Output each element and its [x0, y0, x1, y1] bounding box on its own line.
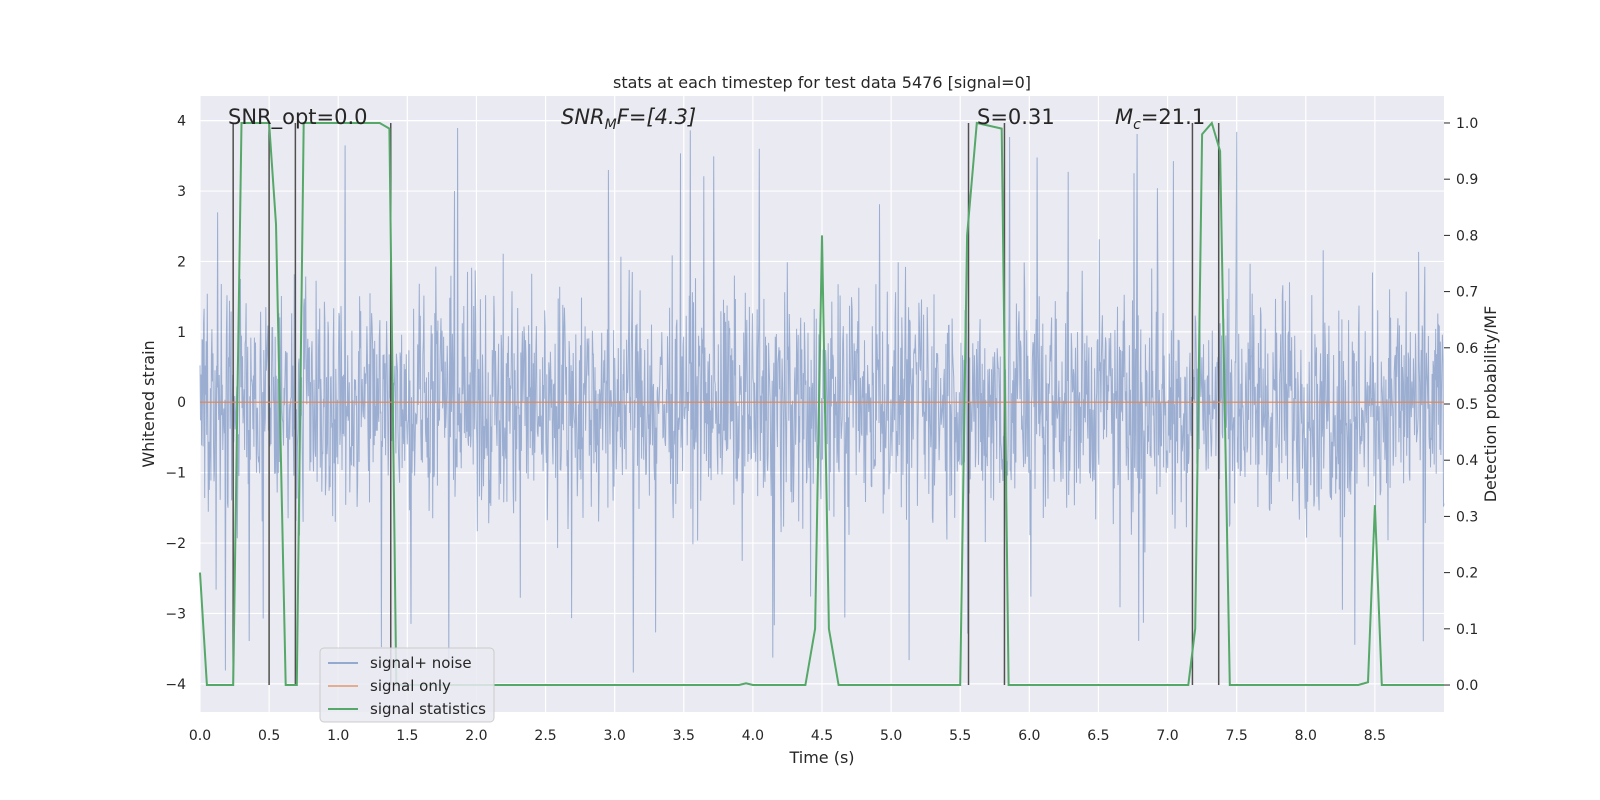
- y-left-tick-label-4: 0: [177, 395, 186, 411]
- x-tick-label-1: 0.5: [258, 728, 280, 744]
- legend-label-noise: signal+ noise: [370, 654, 472, 672]
- y-right-axis-label: Detection probability/MF: [1481, 306, 1500, 503]
- annotation-mc-base: M: [1115, 105, 1133, 129]
- y-right-tick-label-1: 0.1: [1456, 622, 1478, 638]
- y-left-tick-label-8: 4: [177, 114, 186, 130]
- annotation-s: S=0.31: [977, 105, 1055, 129]
- y-right-tick-label-4: 0.4: [1456, 453, 1478, 469]
- x-tick-label-6: 3.0: [604, 728, 626, 744]
- x-tick-label-16: 8.0: [1295, 728, 1317, 744]
- x-tick-label-4: 2.0: [465, 728, 487, 744]
- y-right-tick-label-5: 0.5: [1456, 397, 1478, 413]
- noise-line: [199, 127, 1445, 673]
- annotation-snr-mf-tail: F=[4.3]: [617, 105, 696, 129]
- legend-label-signal: signal only: [370, 677, 451, 695]
- y-right-tick-label-6: 0.6: [1456, 341, 1478, 357]
- legend-label-stats: signal statistics: [370, 700, 486, 718]
- legend-box: [319, 647, 495, 723]
- x-tick-label-9: 4.5: [811, 728, 833, 744]
- y-left-tick-label-5: 1: [177, 325, 186, 341]
- x-tick-label-17: 8.5: [1364, 728, 1386, 744]
- x-axis-ticks: 0.0 0.5 1.0 1.5 2.0 2.5 3.0 3.5 4.0 4.5 5.0 5.5 6.0 6…: [189, 728, 1386, 744]
- x-tick-label-0: 0.0: [189, 728, 211, 744]
- y-right-tick-label-10: 1.0: [1456, 116, 1478, 132]
- y-left-tick-label-7: 3: [177, 184, 186, 200]
- y-left-tick-label-3: −1: [165, 466, 186, 482]
- annotation-snr-mf: SNRMF=[4.3]: [561, 105, 696, 133]
- y-right-tick-label-2: 0.2: [1456, 566, 1478, 582]
- x-tick-label-7: 3.5: [673, 728, 695, 744]
- x-tick-label-2: 1.0: [327, 728, 349, 744]
- legend: signal+ noise signal only signal statist…: [319, 647, 495, 723]
- x-tick-label-13: 6.5: [1087, 728, 1109, 744]
- y-right-tick-label-3: 0.3: [1456, 509, 1478, 525]
- x-tick-label-11: 5.5: [949, 728, 971, 744]
- annotation-snr-opt: SNR_opt=0.0: [228, 105, 368, 130]
- y-left-tick-label-1: −3: [165, 606, 186, 622]
- x-tick-label-3: 1.5: [396, 728, 418, 744]
- x-tick-label-15: 7.5: [1226, 728, 1248, 744]
- y-right-tick-label-0: 0.0: [1456, 678, 1478, 694]
- x-tick-label-12: 6.0: [1018, 728, 1040, 744]
- x-tick-label-8: 4.0: [742, 728, 764, 744]
- annotation-snr-mf-sub: M: [605, 117, 617, 133]
- x-tick-label-5: 2.5: [534, 728, 556, 744]
- x-tick-label-14: 7.0: [1156, 728, 1178, 744]
- y-right-tick-label-9: 0.9: [1456, 172, 1478, 188]
- y-left-tick-label-0: −4: [165, 677, 186, 693]
- y-right-axis-ticks: 0.0 0.1 0.2 0.3 0.4 0.5 0.6 0.7 0.8 0.9 1.0: [1444, 116, 1478, 694]
- x-axis-label: Time (s): [788, 748, 854, 767]
- annotation-mc: Mc=21.1: [1115, 105, 1205, 133]
- signal-statistics-line: [199, 120, 1444, 686]
- y-left-tick-label-2: −2: [165, 536, 186, 552]
- y-left-axis-label: Whitened strain: [139, 340, 158, 467]
- y-right-tick-label-8: 0.8: [1456, 228, 1478, 244]
- chart-title: stats at each timestep for test data 547…: [613, 73, 1031, 92]
- annotation-mc-sub: c: [1133, 117, 1141, 133]
- y-left-tick-label-6: 2: [177, 254, 186, 270]
- annotation-mc-tail: =21.1: [1141, 105, 1205, 129]
- y-left-axis-ticks: −4 −3 −2 −1 0 1 2 3 4: [165, 114, 186, 693]
- x-tick-label-10: 5.0: [880, 728, 902, 744]
- noise-series: [199, 127, 1445, 673]
- signal-statistics-series: [199, 120, 1444, 686]
- y-right-tick-label-7: 0.7: [1456, 285, 1478, 301]
- annotation-snr-mf-base: SNR: [561, 105, 605, 129]
